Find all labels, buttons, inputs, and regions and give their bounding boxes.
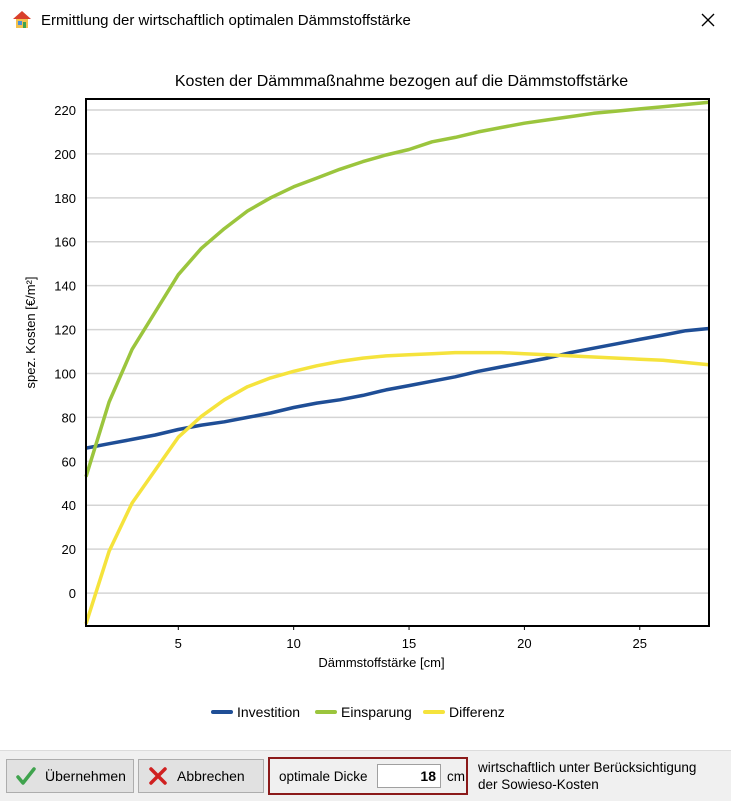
x-tick-label-5: 5 bbox=[175, 636, 182, 651]
cancel-button-label: Abbrechen bbox=[177, 768, 245, 784]
y-tick-label-80: 80 bbox=[62, 410, 76, 425]
economic-note-line2: der Sowieso-Kosten bbox=[478, 777, 599, 792]
chart-area: Kosten der Dämmmaßnahme bezogen auf die … bbox=[0, 40, 731, 750]
y-tick-label-60: 60 bbox=[62, 454, 76, 469]
cross-icon bbox=[149, 767, 167, 785]
apply-button-label: Übernehmen bbox=[45, 768, 126, 784]
optimal-thickness-field[interactable]: 18 bbox=[377, 764, 441, 788]
close-icon bbox=[701, 13, 715, 27]
economic-note: wirtschaftlich unter Berücksichtigung de… bbox=[478, 759, 728, 793]
x-axis-label: Dämmstoffstärke [cm] bbox=[318, 655, 444, 670]
y-tick-label-200: 200 bbox=[54, 147, 76, 162]
y-tick-label-160: 160 bbox=[54, 235, 76, 250]
x-tick-label-10: 10 bbox=[286, 636, 300, 651]
series-line-investition bbox=[85, 326, 710, 450]
window-title: Ermittlung der wirtschaftlich optimalen … bbox=[41, 12, 411, 29]
legend-label-differenz: Differenz bbox=[449, 704, 505, 720]
y-tick-label-220: 220 bbox=[54, 103, 76, 118]
y-tick-label-120: 120 bbox=[54, 323, 76, 338]
series-line-einsparung bbox=[84, 100, 710, 478]
optimal-thickness-unit: cm bbox=[447, 769, 465, 784]
x-tick-label-15: 15 bbox=[402, 636, 416, 651]
title-bar: Ermittlung der wirtschaftlich optimalen … bbox=[0, 0, 731, 40]
series-line-differenz bbox=[84, 350, 710, 625]
x-tick-label-25: 25 bbox=[633, 636, 647, 651]
apply-button[interactable]: Übernehmen bbox=[6, 759, 134, 793]
economic-note-line1: wirtschaftlich unter Berücksichtigung bbox=[478, 760, 697, 775]
button-bar: Übernehmen Abbrechen optimale Dicke 18 c… bbox=[0, 750, 731, 801]
y-tick-label-20: 20 bbox=[62, 542, 76, 557]
y-tick-label-140: 140 bbox=[54, 279, 76, 294]
cost-chart: Kosten der Dämmmaßnahme bezogen auf die … bbox=[23, 73, 710, 720]
y-tick-label-100: 100 bbox=[54, 366, 76, 381]
y-tick-label-40: 40 bbox=[62, 498, 76, 513]
optimal-thickness-label: optimale Dicke bbox=[279, 769, 368, 784]
chart-title: Kosten der Dämmmaßnahme bezogen auf die … bbox=[175, 73, 628, 90]
cancel-button[interactable]: Abbrechen bbox=[138, 759, 264, 793]
plot-frame bbox=[85, 98, 710, 627]
y-tick-label-0: 0 bbox=[69, 586, 76, 601]
legend-label-einsparung: Einsparung bbox=[341, 704, 412, 720]
optimal-thickness-box: optimale Dicke 18 cm bbox=[268, 757, 468, 795]
checkmark-icon bbox=[16, 767, 36, 785]
close-button[interactable] bbox=[685, 0, 731, 40]
legend-label-investition: Investition bbox=[237, 704, 300, 720]
y-axis-label: spez. Kosten [€/m²] bbox=[23, 277, 38, 389]
y-tick-label-180: 180 bbox=[54, 191, 76, 206]
x-tick-label-20: 20 bbox=[517, 636, 531, 651]
house-icon bbox=[13, 11, 31, 28]
